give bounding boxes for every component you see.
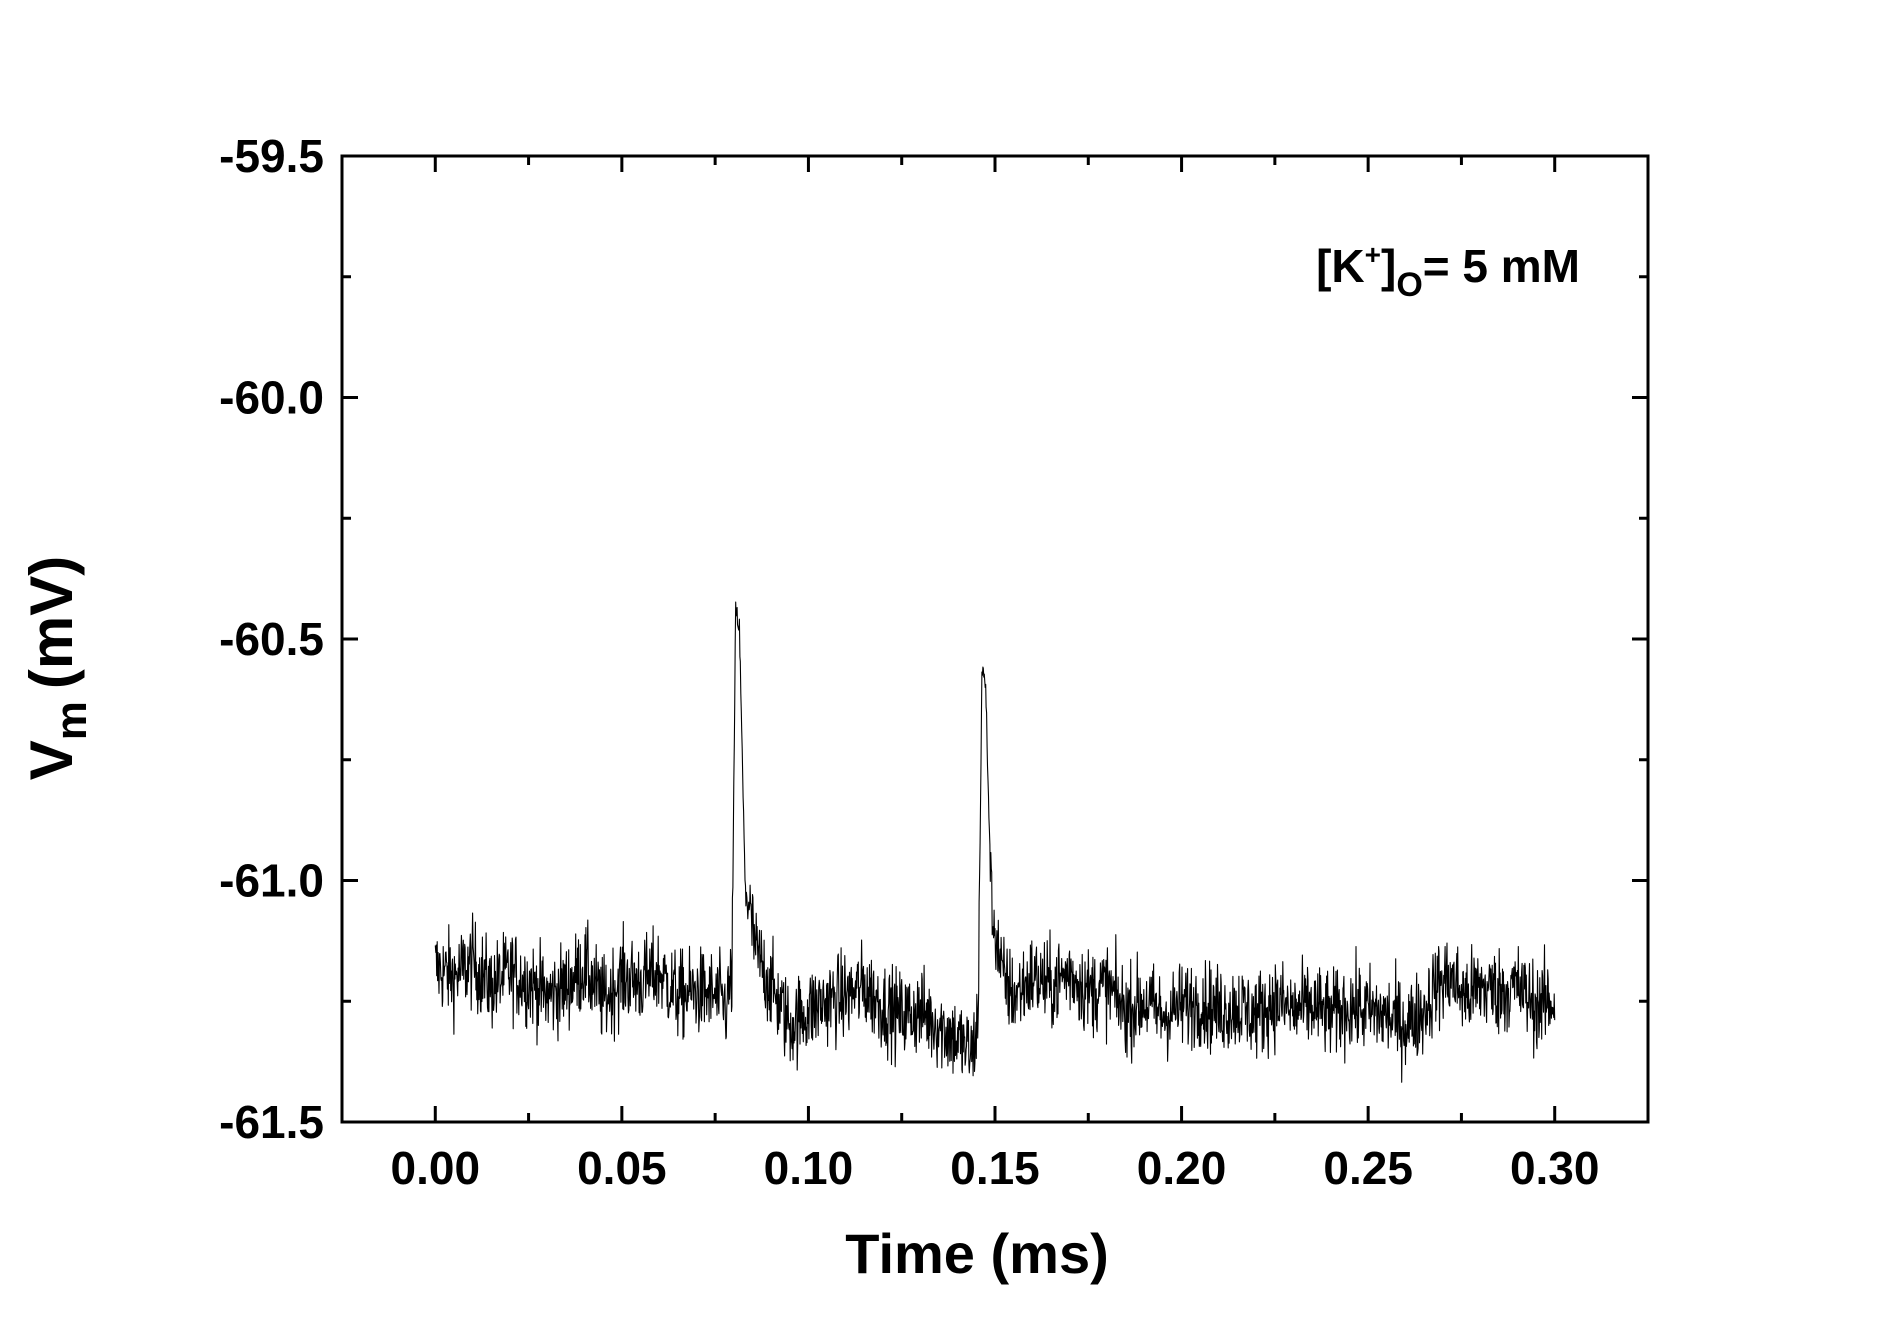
x-tick-label: 0.05 <box>577 1142 667 1194</box>
x-axis-title: Time (ms) <box>845 1222 1108 1285</box>
x-tick-label: 0.20 <box>1137 1142 1227 1194</box>
y-axis-title-unit: (mV) <box>18 556 85 689</box>
annotation-suffix: = 5 mM <box>1423 240 1580 292</box>
plot-frame <box>340 154 1650 1124</box>
y-tick-label: -60.0 <box>219 372 324 424</box>
y-axis-title: Vm (mV) <box>18 556 96 781</box>
x-tick-label: 0.15 <box>950 1142 1040 1194</box>
data-layer <box>434 601 1556 1083</box>
annotation-prefix: [K <box>1316 240 1365 292</box>
y-axis-ticks: -61.5 -61.0 -60.5 -60.0 -59.5 <box>219 130 1648 1148</box>
annotation-sub: O <box>1396 266 1422 304</box>
x-axis-ticks: 0.00 0.05 0.10 0.15 0.20 0.25 0.30 <box>391 156 1600 1194</box>
y-axis-title-main: V <box>18 740 85 780</box>
concentration-annotation: [K+]O= 5 mM <box>1316 239 1580 304</box>
y-tick-label: -60.5 <box>219 613 324 665</box>
annotation-sup: + <box>1365 239 1381 270</box>
x-tick-label: 0.10 <box>764 1142 854 1194</box>
y-tick-label: -61.5 <box>219 1096 324 1148</box>
annotation-close: ] <box>1381 240 1396 292</box>
x-tick-label: 0.00 <box>391 1142 481 1194</box>
svg-text:Vm(mV): Vm (mV) <box>18 556 96 781</box>
y-tick-label: -59.5 <box>219 130 324 182</box>
x-tick-label: 0.30 <box>1510 1142 1600 1194</box>
y-axis-title-sub: m <box>47 701 96 740</box>
x-tick-label: 0.25 <box>1323 1142 1413 1194</box>
y-tick-label: -61.0 <box>219 855 324 907</box>
series-line <box>434 601 1556 1083</box>
